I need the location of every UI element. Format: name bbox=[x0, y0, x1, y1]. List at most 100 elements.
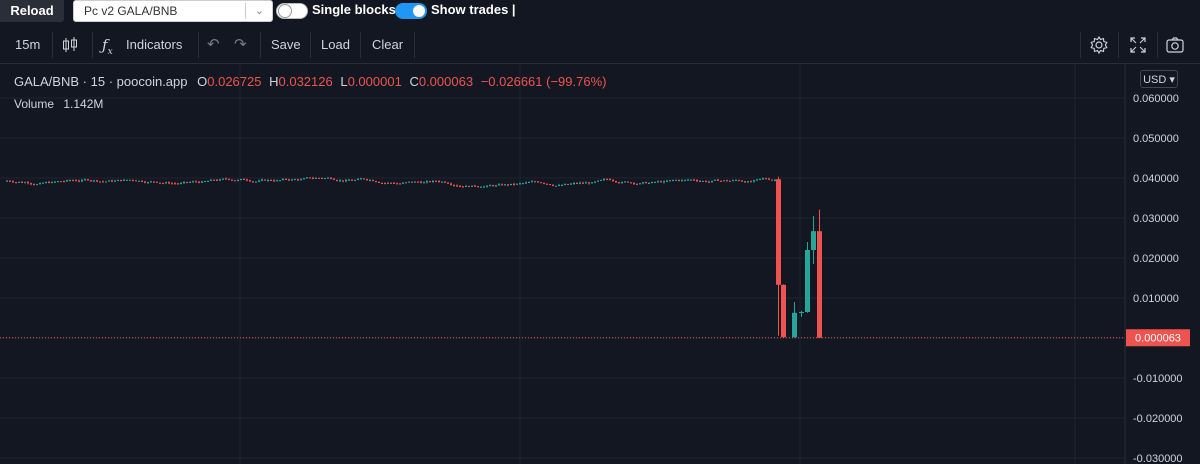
history-candle bbox=[225, 178, 227, 180]
history-candle bbox=[108, 180, 110, 182]
history-candle bbox=[114, 180, 116, 182]
history-candle bbox=[63, 181, 65, 183]
history-candle bbox=[570, 183, 572, 185]
candle-series bbox=[776, 176, 822, 338]
history-candle bbox=[579, 182, 581, 184]
redo-icon[interactable]: ↷ bbox=[234, 36, 247, 53]
price-axis-tick: 0.020000 bbox=[1133, 253, 1179, 265]
history-candle bbox=[183, 181, 185, 184]
history-candle bbox=[435, 180, 437, 182]
price-axis-tick: 0.050000 bbox=[1133, 133, 1179, 145]
fx-icon[interactable]: ƒx bbox=[102, 36, 113, 57]
undo-icon[interactable]: ↶ bbox=[207, 36, 220, 53]
history-candle bbox=[561, 184, 563, 186]
legend-change: −0.026661 (−99.76%) bbox=[480, 74, 607, 89]
history-candle bbox=[276, 180, 278, 182]
history-candle bbox=[615, 180, 617, 183]
history-candle bbox=[360, 178, 362, 180]
candles-icon[interactable] bbox=[60, 35, 80, 55]
history-candle bbox=[18, 181, 20, 183]
fullscreen-icon[interactable] bbox=[1128, 35, 1148, 55]
history-candle bbox=[630, 182, 632, 184]
reload-button[interactable]: Reload bbox=[0, 0, 64, 22]
history-candle bbox=[714, 179, 716, 181]
history-candle bbox=[21, 181, 23, 183]
history-candle bbox=[732, 180, 734, 182]
history-candle bbox=[15, 182, 17, 184]
history-candle bbox=[597, 180, 599, 182]
pair-select[interactable]: Pc v2 GALA/BNB ⌄ bbox=[73, 0, 273, 22]
history-candle bbox=[363, 178, 365, 180]
history-candle bbox=[687, 179, 689, 181]
ohlc-legend: GALA/BNB · 15 · poocoin.app O0.026725 H0… bbox=[14, 74, 607, 89]
history-candle bbox=[759, 178, 761, 180]
history-candle bbox=[390, 182, 392, 184]
save-button[interactable]: Save bbox=[271, 37, 301, 52]
history-candle bbox=[156, 181, 158, 183]
history-candle bbox=[396, 183, 398, 185]
show-trades-toggle[interactable] bbox=[395, 3, 427, 19]
history-candle bbox=[138, 180, 140, 182]
history-candle bbox=[162, 183, 164, 185]
history-candle bbox=[609, 179, 611, 181]
history-candle bbox=[210, 179, 212, 181]
history-candle bbox=[681, 180, 683, 182]
history-candle bbox=[498, 184, 500, 186]
history-candle bbox=[651, 181, 653, 183]
price-axis-tick: 0.060000 bbox=[1133, 93, 1179, 105]
history-candle bbox=[594, 181, 596, 183]
history-candle bbox=[54, 181, 56, 183]
history-candle bbox=[774, 180, 776, 182]
history-candle bbox=[642, 182, 644, 184]
history-candle bbox=[345, 180, 347, 182]
history-candle bbox=[9, 180, 11, 182]
history-candle bbox=[333, 178, 335, 180]
camera-icon[interactable] bbox=[1165, 35, 1185, 55]
history-candle bbox=[111, 180, 113, 182]
legend-symbol: GALA/BNB bbox=[14, 74, 80, 89]
history-candle bbox=[27, 182, 29, 184]
legend-low-key: L bbox=[340, 74, 348, 89]
chart-area[interactable]: 0.060000 0.050000 0.040000 0.030000 0.020000… bbox=[0, 64, 1200, 464]
history-candle bbox=[237, 179, 239, 181]
history-candle bbox=[342, 180, 344, 182]
history-candle bbox=[300, 179, 302, 181]
clear-button[interactable]: Clear bbox=[372, 37, 404, 52]
history-candle bbox=[357, 178, 359, 180]
show-trades-label: Show trades | bbox=[431, 2, 516, 17]
currency-selector[interactable]: USD ▾ bbox=[1140, 70, 1178, 88]
history-candle bbox=[441, 181, 443, 183]
history-candle bbox=[264, 179, 266, 181]
history-candle bbox=[768, 178, 770, 180]
history-candle bbox=[684, 179, 686, 181]
chevron-down-icon: ⌄ bbox=[254, 5, 264, 17]
history-candle bbox=[606, 179, 608, 181]
history-candle bbox=[207, 180, 209, 182]
history-candle bbox=[573, 183, 575, 185]
history-candle bbox=[624, 181, 626, 183]
top-controls: Reload Pc v2 GALA/BNB ⌄ Single blocks Sh… bbox=[0, 0, 1200, 26]
history-candle bbox=[495, 185, 497, 187]
history-candle bbox=[723, 180, 725, 182]
history-candle bbox=[666, 180, 668, 182]
history-candle bbox=[504, 184, 506, 186]
history-candle bbox=[171, 183, 173, 185]
gear-icon[interactable] bbox=[1089, 35, 1109, 55]
load-button[interactable]: Load bbox=[321, 37, 350, 52]
history-candle bbox=[438, 181, 440, 183]
price-chart[interactable]: 0.060000 0.050000 0.040000 0.030000 0.020000… bbox=[0, 64, 1200, 464]
history-candle bbox=[516, 183, 518, 185]
history-candle bbox=[12, 181, 14, 183]
history-candle bbox=[213, 179, 215, 181]
legend-source: poocoin.app bbox=[116, 74, 188, 89]
currency-label: USD bbox=[1143, 74, 1167, 86]
indicators-button[interactable]: Indicators bbox=[126, 37, 183, 52]
history-candle bbox=[99, 181, 101, 183]
history-candle bbox=[288, 179, 290, 181]
toolbar-divider bbox=[1118, 32, 1119, 58]
history-candle bbox=[189, 182, 191, 184]
interval-button[interactable]: 15m bbox=[15, 37, 41, 52]
single-blocks-toggle[interactable] bbox=[276, 3, 308, 19]
history-candle bbox=[432, 180, 434, 182]
toolbar-divider bbox=[1157, 32, 1158, 58]
